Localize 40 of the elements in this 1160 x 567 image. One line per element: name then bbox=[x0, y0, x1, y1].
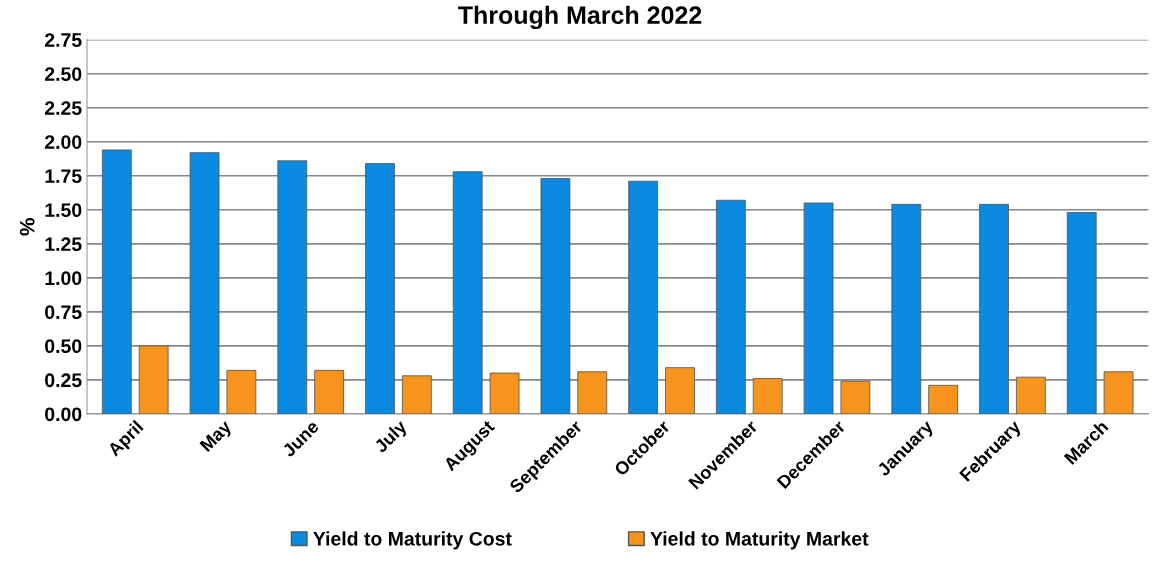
y-tick-label: 2.50 bbox=[44, 67, 82, 81]
bar bbox=[365, 163, 395, 414]
bar bbox=[1103, 371, 1134, 414]
y-axis-title: % bbox=[19, 218, 35, 236]
bar bbox=[138, 345, 169, 414]
y-tick-label: 1.00 bbox=[45, 271, 82, 286]
y-tick-label: 2.00 bbox=[44, 135, 82, 149]
bar bbox=[101, 149, 132, 414]
bar bbox=[665, 367, 695, 414]
y-tick-label: 1.25 bbox=[45, 237, 82, 252]
bar bbox=[752, 378, 783, 414]
bar bbox=[1066, 212, 1097, 414]
bar bbox=[226, 369, 257, 414]
y-tick-label: 1.75 bbox=[45, 169, 82, 184]
chart-title: Through March 2022 bbox=[458, 5, 702, 30]
bar bbox=[277, 160, 308, 414]
bar bbox=[979, 203, 1009, 414]
bar bbox=[840, 380, 871, 414]
bar bbox=[928, 384, 959, 414]
bar bbox=[452, 171, 483, 414]
bar bbox=[401, 375, 432, 414]
y-tick-label: 0.00 bbox=[45, 407, 82, 422]
bar bbox=[489, 372, 520, 414]
bar bbox=[628, 180, 659, 414]
bar bbox=[891, 203, 922, 414]
y-tick-label: 2.25 bbox=[44, 101, 82, 115]
bar bbox=[189, 152, 220, 414]
y-tick-label: 0.75 bbox=[45, 305, 82, 320]
bar bbox=[577, 371, 608, 414]
y-tick-label: 2.75 bbox=[44, 33, 82, 47]
bar bbox=[803, 202, 834, 414]
y-tick-label: 1.50 bbox=[45, 203, 82, 218]
bar bbox=[715, 199, 746, 414]
y-tick-label: 0.25 bbox=[45, 373, 82, 388]
bar bbox=[540, 178, 571, 414]
y-tick-label: 0.50 bbox=[45, 339, 82, 354]
bar bbox=[314, 369, 344, 414]
legend-label: Yield to Maturity Cost bbox=[313, 531, 512, 550]
legend-label: Yield to Maturity Market bbox=[650, 531, 869, 550]
bar bbox=[1015, 376, 1046, 414]
